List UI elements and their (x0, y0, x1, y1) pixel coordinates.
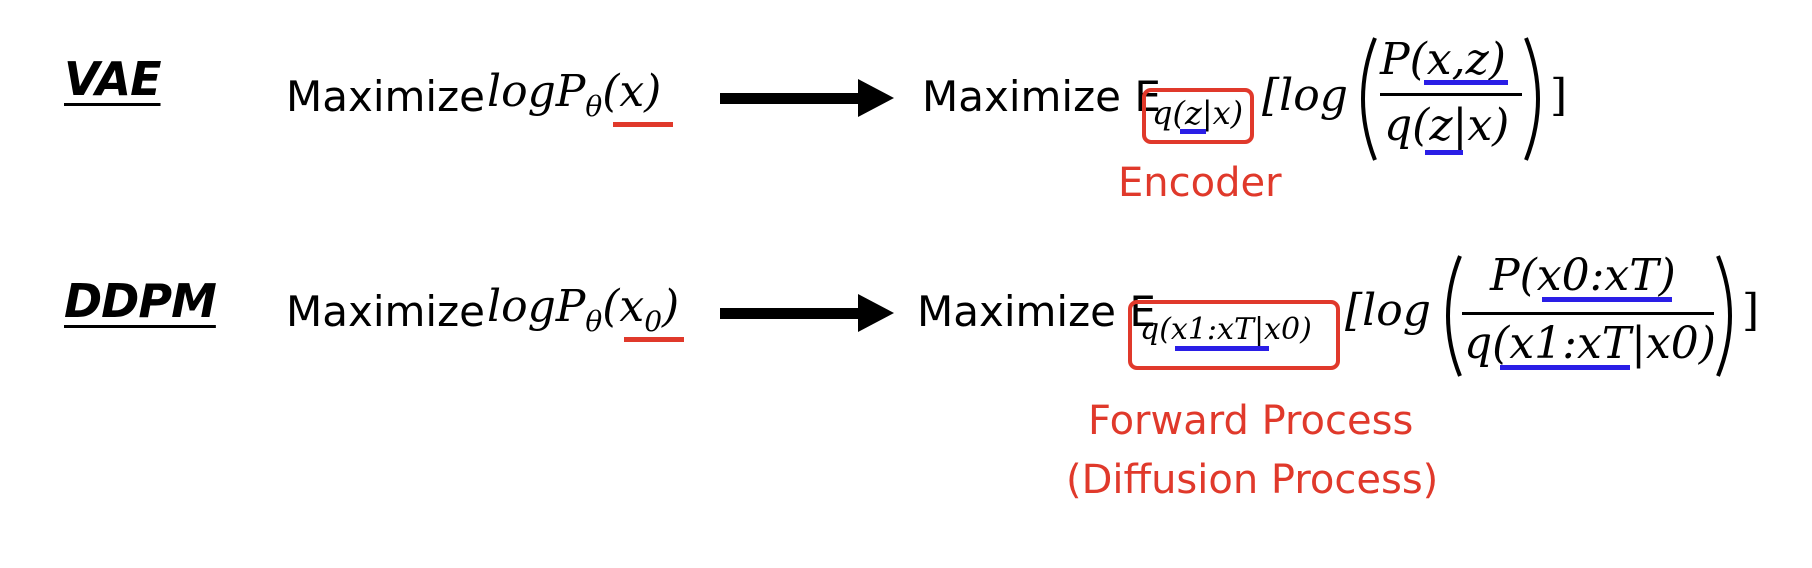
vae-arrow-shaft (720, 93, 870, 104)
vae-maximize-label: Maximize (286, 72, 485, 121)
vae-numerator: P(x,z) (1380, 34, 1506, 85)
vae-arrow-icon (858, 79, 894, 117)
ddpm-maximize-label: Maximize (286, 287, 485, 336)
ddpm-subscript-underline (1175, 346, 1269, 351)
vae-denominator-underline (1425, 150, 1463, 155)
ddpm-arrow-icon (858, 294, 894, 332)
forward-process-label: Forward Process (1088, 398, 1414, 444)
ddpm-objective-underline (624, 337, 684, 342)
vae-objective-underline (613, 122, 673, 127)
ddpm-left-paren (1446, 255, 1462, 377)
ddpm-objective: logPθ(x0) (487, 281, 680, 338)
vae-encoder-box (1142, 88, 1254, 144)
ddpm-log: [log (1345, 285, 1431, 336)
vae-expectation-subscript: q(z|x) (1152, 94, 1244, 132)
vae-numerator-underline (1424, 80, 1508, 85)
ddpm-denominator-underline (1500, 365, 1630, 370)
vae-subscript-underline (1180, 129, 1206, 134)
ddpm-heading: DDPM (64, 274, 217, 328)
ddpm-close-bracket: ] (1742, 285, 1760, 336)
vae-objective: logPθ(x) (487, 66, 662, 123)
vae-left-paren (1361, 37, 1377, 161)
ddpm-expectation-subscript: q(x1:xT|x0) (1140, 312, 1312, 347)
vae-heading: VAE (64, 52, 162, 106)
ddpm-maximize-expectation: Maximize E (917, 287, 1156, 336)
vae-maximize-expectation: Maximize E (922, 72, 1161, 121)
vae-right-paren (1524, 37, 1540, 161)
ddpm-arrow-shaft (720, 308, 870, 319)
vae-denominator: q(z|x) (1384, 100, 1510, 151)
ddpm-right-paren (1716, 255, 1732, 377)
ddpm-denominator: q(x1:xT|x0) (1464, 318, 1716, 369)
ddpm-fraction-bar (1462, 312, 1714, 315)
diffusion-process-label: (Diffusion Process) (1066, 457, 1439, 503)
vae-close-bracket: ] (1550, 70, 1568, 121)
ddpm-numerator: P(x0:xT) (1490, 250, 1676, 301)
vae-fraction-bar (1380, 93, 1522, 96)
ddpm-forward-process-box (1128, 300, 1340, 370)
encoder-label: Encoder (1118, 160, 1282, 206)
vae-log: [log (1262, 70, 1348, 121)
ddpm-numerator-underline (1542, 297, 1672, 302)
